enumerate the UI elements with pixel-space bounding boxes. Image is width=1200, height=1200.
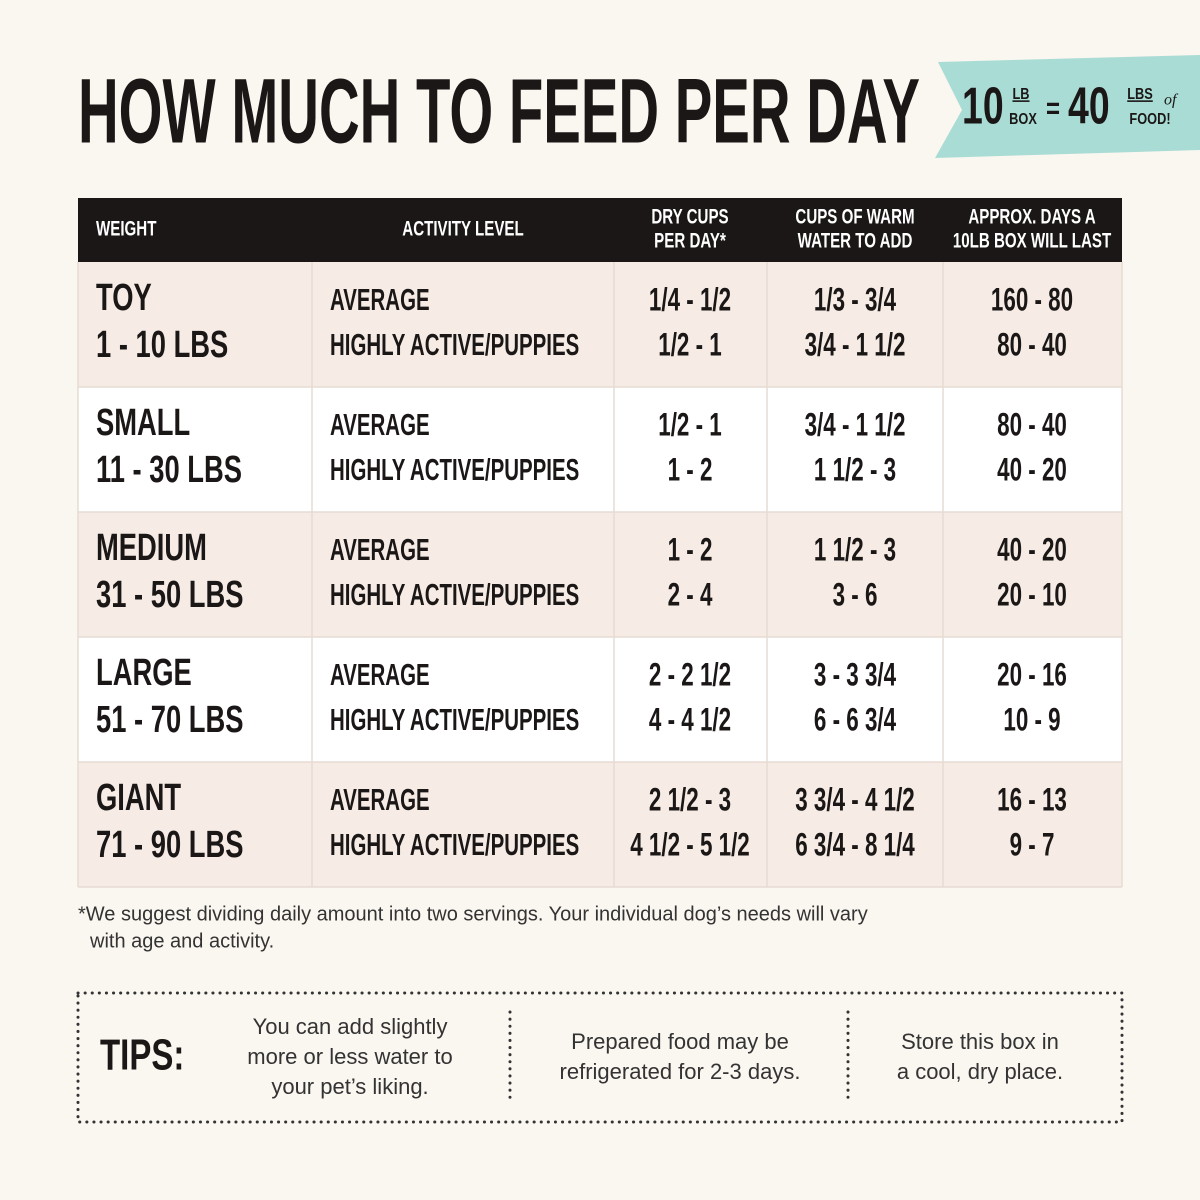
tip-text: You can add slightly xyxy=(253,1014,448,1039)
title: HOW MUCH TO FEED PER DAY xyxy=(78,60,920,162)
tip-text: refrigerated for 2-3 days. xyxy=(560,1059,801,1084)
box-days: 40 - 20 xyxy=(997,531,1067,567)
column-header: 10LB BOX WILL LAST xyxy=(953,228,1111,252)
badge-unit: FOOD! xyxy=(1129,111,1170,129)
dry-cups: 1/2 - 1 xyxy=(658,326,721,362)
activity-level: HIGHLY ACTIVE/PUPPIES xyxy=(330,327,579,362)
footnote: with age and activity. xyxy=(89,930,274,952)
box-days: 80 - 40 xyxy=(997,326,1067,362)
box-days: 10 - 9 xyxy=(1003,701,1060,737)
footnote: *We suggest dividing daily amount into t… xyxy=(78,903,868,925)
column-header: CUPS OF WARM xyxy=(795,204,914,228)
box-days: 20 - 16 xyxy=(997,656,1067,692)
tip-text: more or less water to xyxy=(247,1044,452,1069)
weight-class: MEDIUM xyxy=(96,527,207,569)
table-row xyxy=(78,637,1122,762)
activity-level: AVERAGE xyxy=(330,782,430,817)
activity-level: HIGHLY ACTIVE/PUPPIES xyxy=(330,702,579,737)
column-header: DRY CUPS xyxy=(651,204,728,228)
tip-text: your pet’s liking. xyxy=(271,1074,428,1099)
water-cups: 3 3/4 - 4 1/2 xyxy=(795,781,915,817)
box-days: 9 - 7 xyxy=(1010,826,1055,862)
activity-level: HIGHLY ACTIVE/PUPPIES xyxy=(330,577,579,612)
badge-equals: = xyxy=(1046,90,1060,124)
activity-level: AVERAGE xyxy=(330,282,430,317)
dry-cups: 1 - 2 xyxy=(668,451,713,487)
badge-unit: BOX xyxy=(1009,111,1037,129)
water-cups: 1 1/2 - 3 xyxy=(814,451,896,487)
water-cups: 6 - 6 3/4 xyxy=(814,701,897,737)
dry-cups: 4 1/2 - 5 1/2 xyxy=(630,826,750,862)
column-header: WEIGHT xyxy=(96,216,156,240)
weight-range: 31 - 50 LBS xyxy=(96,574,244,616)
weight-class: LARGE xyxy=(96,652,192,694)
water-cups: 1 1/2 - 3 xyxy=(814,531,896,567)
tip-text: Store this box in xyxy=(901,1029,1059,1054)
column-header: PER DAY* xyxy=(654,228,726,252)
dry-cups: 2 - 4 xyxy=(668,576,713,612)
weight-range: 1 - 10 LBS xyxy=(96,324,228,366)
box-days: 40 - 20 xyxy=(997,451,1067,487)
table-row xyxy=(78,762,1122,887)
column-header: ACTIVITY LEVEL xyxy=(402,216,523,240)
badge-number: 10 xyxy=(962,77,1004,136)
badge-unit: LB xyxy=(1012,86,1029,104)
dry-cups: 1/4 - 1/2 xyxy=(649,281,731,317)
dry-cups: 1/2 - 1 xyxy=(658,406,721,442)
box-days: 160 - 80 xyxy=(991,281,1073,317)
badge-number: 40 xyxy=(1068,77,1110,136)
weight-range: 11 - 30 LBS xyxy=(96,449,242,491)
dry-cups: 2 1/2 - 3 xyxy=(649,781,731,817)
activity-level: HIGHLY ACTIVE/PUPPIES xyxy=(330,452,579,487)
dry-cups: 4 - 4 1/2 xyxy=(649,701,731,737)
weight-class: SMALL xyxy=(96,402,190,444)
weight-range: 71 - 90 LBS xyxy=(96,824,244,866)
water-cups: 3/4 - 1 1/2 xyxy=(805,406,906,442)
weight-class: TOY xyxy=(96,277,152,319)
weight-class: GIANT xyxy=(96,777,181,819)
table-row xyxy=(78,262,1122,387)
badge-unit: LBS xyxy=(1127,86,1153,104)
activity-level: AVERAGE xyxy=(330,532,430,567)
badge-ribbon xyxy=(935,55,1200,158)
water-cups: 3 - 6 xyxy=(833,576,878,612)
column-header: APPROX. DAYS A xyxy=(968,204,1095,228)
weight-range: 51 - 70 LBS xyxy=(96,699,244,741)
water-cups: 3/4 - 1 1/2 xyxy=(805,326,906,362)
column-header: WATER TO ADD xyxy=(798,228,913,252)
water-cups: 6 3/4 - 8 1/4 xyxy=(795,826,915,862)
tip-text: Prepared food may be xyxy=(571,1029,789,1054)
activity-level: AVERAGE xyxy=(330,657,430,692)
activity-level: AVERAGE xyxy=(330,407,430,442)
activity-level: HIGHLY ACTIVE/PUPPIES xyxy=(330,827,579,862)
box-days: 20 - 10 xyxy=(997,576,1067,612)
tips-box xyxy=(76,991,1124,1124)
water-cups: 1/3 - 3/4 xyxy=(814,281,897,317)
badge-unit: of xyxy=(1164,92,1179,109)
table-row xyxy=(78,387,1122,512)
water-cups: 3 - 3 3/4 xyxy=(814,656,897,692)
tip-text: a cool, dry place. xyxy=(897,1059,1063,1084)
dry-cups: 1 - 2 xyxy=(668,531,713,567)
dry-cups: 2 - 2 1/2 xyxy=(649,656,731,692)
table-row xyxy=(78,512,1122,637)
tips-label: TIPS: xyxy=(100,1031,184,1080)
box-days: 16 - 13 xyxy=(997,781,1067,817)
table-header-bg xyxy=(78,198,1122,262)
box-days: 80 - 40 xyxy=(997,406,1067,442)
